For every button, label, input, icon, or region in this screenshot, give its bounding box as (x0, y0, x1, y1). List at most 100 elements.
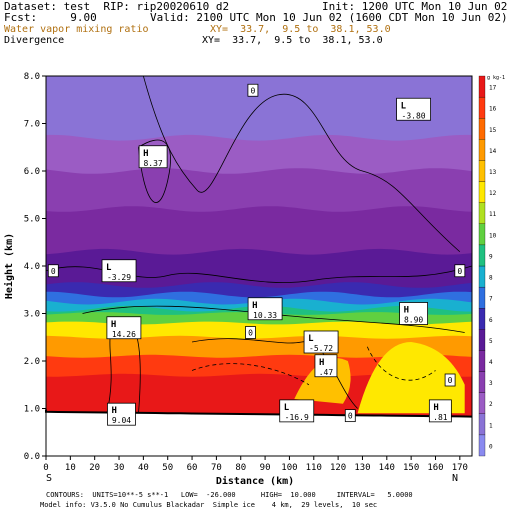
contour-line (82, 305, 465, 333)
south-label: S (46, 473, 53, 484)
colorbar-swatch (478, 118, 486, 140)
colorbar-tick-label: 16 (489, 106, 497, 113)
colorbar-swatch (478, 244, 486, 267)
zero-label: 0 (457, 267, 462, 276)
colorbar-swatch (478, 96, 486, 119)
zero-label: 0 (251, 86, 256, 95)
colorbar-tick-label: 15 (489, 127, 497, 134)
terrain-ground (45, 409, 473, 456)
x-tick-label: 90 (260, 463, 271, 473)
x-tick-label: 80 (235, 463, 246, 473)
colorbar-swatch (478, 392, 486, 414)
zero-box (454, 264, 466, 278)
extremum-value: 8.90 (404, 316, 423, 325)
extremum-kind: L (284, 403, 290, 413)
extremum-box (399, 302, 428, 325)
y-tick-label: 4.0 (24, 262, 40, 272)
extremum-value: -5.72 (309, 344, 333, 353)
x-tick-label: 0 (43, 463, 48, 473)
colorbar-swatch (478, 308, 486, 330)
colorbar-swatch (478, 75, 486, 98)
colorbar-tick-label: 14 (489, 148, 497, 155)
extremum-kind: L (308, 334, 314, 344)
x-tick-label: 20 (89, 463, 100, 473)
extremum-kind: H (404, 306, 409, 316)
extremum-kind: H (433, 403, 438, 413)
extremum-value: -3.29 (107, 273, 131, 282)
colorbar-swatch (478, 139, 486, 161)
y-tick-label: 5.0 (24, 215, 40, 225)
x-tick-label: 10 (65, 463, 76, 473)
extremum-value: 8.37 (143, 159, 162, 168)
extremum-box (138, 145, 168, 169)
x-tick-label: 120 (330, 463, 346, 473)
extremum-value: .81 (433, 413, 448, 422)
y-tick-label: 8.0 (24, 72, 40, 82)
extremum-box (101, 259, 137, 283)
colorbar-tick-label: 5 (489, 338, 493, 345)
extremum-box (314, 354, 338, 378)
zero-box (444, 373, 456, 387)
valid-time: Valid: 2100 UTC Mon 10 Jun 02 (1600 CDT … (150, 11, 508, 24)
extremum-value: -16.9 (285, 413, 309, 422)
ground-fill (46, 409, 472, 456)
x-tick-label: 160 (427, 463, 443, 473)
zero-label: 0 (248, 329, 253, 338)
colorbar-tick-label: 2 (489, 401, 493, 408)
x-tick-label: 40 (138, 463, 149, 473)
colorbar-tick-label: 4 (489, 359, 493, 366)
extremum-value: 9.04 (112, 416, 131, 425)
colorbar-tick-label: 8 (489, 275, 493, 282)
colorbar-swatch (478, 434, 486, 457)
y-tick-label: 7.0 (24, 120, 40, 130)
field-1-name: Water vapor mixing ratio (4, 24, 149, 35)
colorbar-tick-label: 7 (489, 296, 493, 303)
extremum-value: 10.33 (253, 311, 277, 320)
forecast-hour: Fcst: 9.00 (4, 11, 97, 24)
colorbar-swatch (478, 413, 486, 436)
contour-line (138, 139, 171, 203)
extremum-box (428, 399, 452, 423)
y-tick-label: 3.0 (24, 310, 40, 320)
x-tick-label: 50 (162, 463, 173, 473)
extremum-box (303, 330, 339, 354)
colorbar-tick-label: 10 (489, 232, 497, 239)
colorbar-tick-label: 6 (489, 317, 493, 324)
extremum-kind: L (106, 263, 112, 273)
contour-info: CONTOURS: UNITS=10**-5 s**-1 LOW= -26.00… (46, 491, 413, 499)
colorbar-tick-label: 11 (489, 211, 497, 218)
zero-box (245, 326, 256, 339)
dataset-line: Dataset: test RIP: rip20020610 d2 (4, 0, 230, 13)
colorbar-swatch (478, 329, 486, 351)
extremum-kind: H (143, 149, 148, 159)
extremum-kind: H (111, 320, 116, 330)
extremum-kind: H (252, 301, 257, 311)
ground-line (45, 409, 473, 418)
field-2-xy: XY= 33.7, 9.5 to 38.1, 53.0 (202, 35, 383, 46)
extremum-box (106, 316, 142, 340)
colorbar-swatch (478, 265, 486, 288)
y-axis-ticks: 0.0 1.0 2.0 3.0 4.0 5.0 6.0 7.0 8.0 (24, 72, 46, 462)
extremum-value: .47 (319, 368, 334, 377)
north-label: N (452, 473, 459, 484)
moist-pocket (357, 342, 465, 414)
x-tick-label: 170 (452, 463, 468, 473)
x-axis-ticks: 0 10 20 30 40 50 60 70 80 90 100 110 120 130 140 150 160… (43, 456, 468, 473)
zero-label: 0 (348, 412, 353, 421)
contour-line-negative (366, 346, 436, 381)
colorbar-tick-label: 1 (489, 422, 493, 429)
extremum-kind: H (319, 358, 324, 368)
contour-line (191, 338, 358, 409)
x-tick-label: 140 (379, 463, 395, 473)
contour-line-negative (191, 363, 310, 386)
zero-box (344, 409, 356, 423)
y-tick-label: 1.0 (24, 405, 40, 415)
colorbar-swatch (478, 371, 486, 393)
colorbar-swatch (478, 286, 486, 309)
extremum-box (247, 297, 283, 321)
extremum-box (396, 97, 431, 121)
x-tick-label: 110 (306, 463, 322, 473)
colorbar-swatch (478, 181, 486, 203)
